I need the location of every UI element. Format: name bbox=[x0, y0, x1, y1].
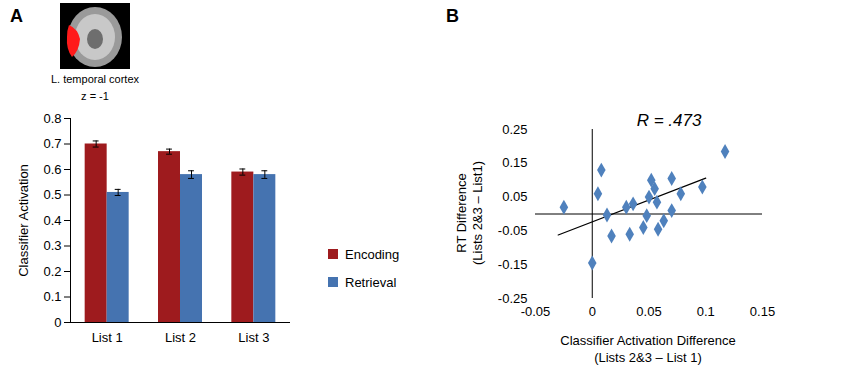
svg-text:0.15: 0.15 bbox=[750, 304, 775, 319]
svg-text:0.25: 0.25 bbox=[502, 122, 527, 137]
svg-text:0.05: 0.05 bbox=[502, 189, 527, 204]
html-text:L. temporal cortex z = -1: L. temporal cortex z = -1 bbox=[51, 73, 139, 102]
svg-text:0.7: 0.7 bbox=[43, 136, 61, 151]
svg-text:0.4: 0.4 bbox=[43, 213, 61, 228]
html-text:RT Difference (Lists 2&3 – Lis: RT Difference (Lists 2&3 – List1) bbox=[454, 161, 485, 265]
svg-text:0.15: 0.15 bbox=[502, 155, 527, 170]
svg-text:0.1: 0.1 bbox=[43, 289, 61, 304]
svg-text:List 3: List 3 bbox=[238, 330, 269, 345]
html-text:Retrieval: Retrieval bbox=[345, 274, 397, 290]
svg-text:-0.05: -0.05 bbox=[521, 304, 551, 319]
svg-text:0.8: 0.8 bbox=[43, 111, 61, 126]
svg-text:R = .473: R = .473 bbox=[637, 111, 702, 130]
svg-text:List 2: List 2 bbox=[165, 330, 196, 345]
svg-text:Classifier Activation: Classifier Activation bbox=[16, 164, 31, 277]
svg-text:0.6: 0.6 bbox=[43, 162, 61, 177]
html-text:B: B bbox=[446, 6, 459, 26]
svg-text:-0.05: -0.05 bbox=[498, 223, 528, 238]
svg-text:0.2: 0.2 bbox=[43, 264, 61, 279]
svg-text:-0.25: -0.25 bbox=[497, 290, 528, 306]
svg-text:List 1: List 1 bbox=[92, 330, 123, 345]
svg-text:0.05: 0.05 bbox=[636, 304, 661, 319]
svg-text:-0.15: -0.15 bbox=[498, 257, 528, 272]
html-text:A: A bbox=[10, 6, 23, 26]
html-text:Encoding: Encoding bbox=[345, 246, 400, 262]
svg-text:0.5: 0.5 bbox=[43, 187, 61, 202]
svg-text:0.3: 0.3 bbox=[43, 238, 61, 253]
svg-text:0: 0 bbox=[589, 304, 596, 319]
html-text:Classifier Activation Differen: Classifier Activation Difference (Lists … bbox=[560, 333, 736, 365]
svg-text:0.1: 0.1 bbox=[697, 304, 715, 319]
svg-text:0: 0 bbox=[54, 315, 61, 330]
